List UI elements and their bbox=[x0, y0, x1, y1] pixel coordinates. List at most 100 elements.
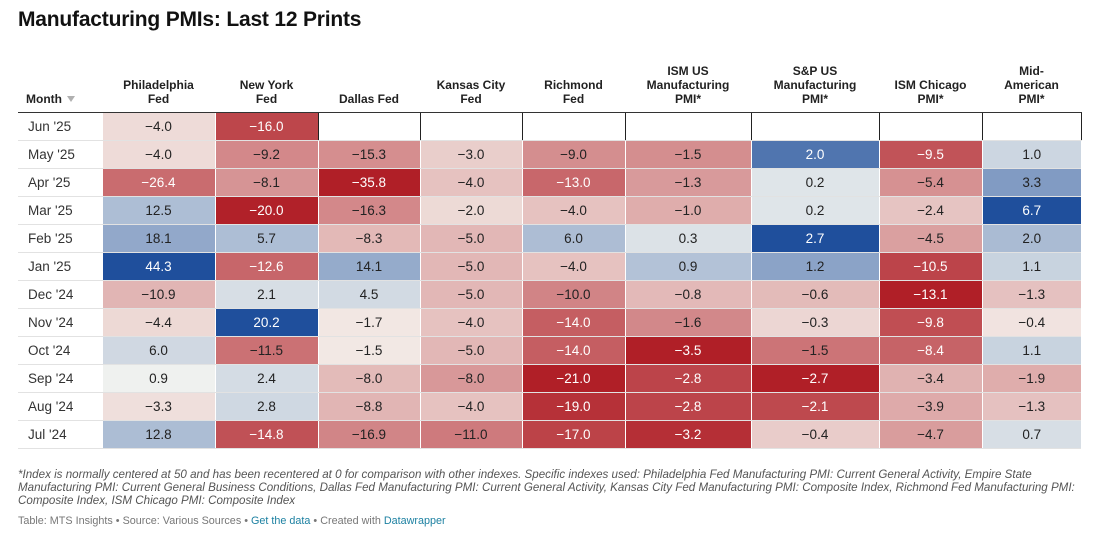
column-header: ISM Chicago PMI* bbox=[879, 60, 982, 113]
column-header: S&P US Manufacturing PMI* bbox=[751, 60, 879, 113]
value-cell: −13.0 bbox=[521, 168, 625, 197]
value-cell: −15.3 bbox=[317, 140, 420, 169]
value-cell: −3.4 bbox=[878, 364, 982, 393]
value-cell: −4.0 bbox=[101, 140, 215, 169]
table-row: Jul '24 12.8 −14.8 −16.9 −11.0 −17.0 −3.2 −0.4−… bbox=[18, 420, 1081, 449]
value-cell: −1.3 bbox=[981, 280, 1081, 309]
sort-down-icon[interactable] bbox=[66, 96, 75, 103]
credits-created: • Created with bbox=[310, 515, 384, 527]
column-header: Richmond Fed bbox=[522, 60, 625, 113]
value-cell: −8.0 bbox=[419, 364, 522, 393]
value-cell: 5.7 bbox=[214, 224, 318, 253]
empty-cell bbox=[419, 112, 523, 141]
header-label: S&P US bbox=[792, 63, 838, 78]
value-cell: 12.8 bbox=[101, 420, 215, 449]
credits-source: Table: MTS Insights • Source: Various So… bbox=[18, 515, 251, 527]
value-cell: −4.0 bbox=[521, 252, 625, 281]
value-cell: −2.8 bbox=[624, 364, 751, 393]
table-row: Mar '25 12.5 −20.0 −16.3 −2.0 −4.0 −1.0 0.2 −2.4… bbox=[18, 196, 1081, 225]
month-cell: Jul '24 bbox=[18, 420, 102, 449]
month-cell: Aug '24 bbox=[18, 392, 102, 421]
header-label: PMI* bbox=[801, 91, 828, 106]
value-cell: −5.0 bbox=[419, 336, 522, 365]
value-cell: −10.0 bbox=[521, 280, 625, 309]
value-cell: −2.0 bbox=[419, 196, 522, 225]
value-cell: −2.1 bbox=[750, 392, 879, 421]
value-cell: 2.0 bbox=[981, 224, 1081, 253]
value-cell: −2.4 bbox=[878, 196, 982, 225]
datawrapper-link[interactable]: Datawrapper bbox=[383, 515, 446, 527]
month-cell: Sep '24 bbox=[18, 364, 102, 393]
value-cell: −3.0 bbox=[419, 140, 522, 169]
value-cell: −1.6 bbox=[624, 308, 751, 337]
header-label: Fed bbox=[562, 91, 585, 106]
empty-cell bbox=[878, 112, 983, 141]
header-label: Philadelphia bbox=[123, 77, 194, 92]
value-cell: −9.2 bbox=[214, 140, 318, 169]
value-cell: −12.6 bbox=[214, 252, 318, 281]
get-data-link[interactable]: Get the data bbox=[251, 515, 311, 527]
value-cell: 0.3 bbox=[624, 224, 751, 253]
column-header: Kansas City Fed bbox=[420, 60, 522, 113]
value-cell: −21.0 bbox=[521, 364, 625, 393]
value-cell: −35.8 bbox=[317, 168, 420, 197]
value-cell: 3.3 bbox=[981, 168, 1081, 197]
value-cell: 2.1 bbox=[214, 280, 318, 309]
value-cell: −26.4 bbox=[101, 168, 215, 197]
value-cell: −3.2 bbox=[624, 420, 751, 449]
value-cell: 6.7 bbox=[981, 196, 1081, 225]
month-cell: Apr '25 bbox=[18, 168, 102, 197]
value-cell: 2.8 bbox=[214, 392, 318, 421]
chart-title: Manufacturing PMIs: Last 12 Prints bbox=[18, 8, 362, 31]
value-cell: −1.3 bbox=[624, 168, 751, 197]
value-cell: −2.8 bbox=[624, 392, 751, 421]
empty-cell bbox=[317, 112, 421, 141]
value-cell: 1.2 bbox=[750, 252, 879, 281]
value-cell: 6.0 bbox=[101, 336, 215, 365]
value-cell: −2.7 bbox=[750, 364, 879, 393]
header-label: Kansas City bbox=[436, 77, 506, 92]
column-header: Mid- American PMI* bbox=[982, 60, 1081, 113]
value-cell: 0.2 bbox=[750, 168, 879, 197]
value-cell: −10.5 bbox=[878, 252, 982, 281]
table-row: Apr '25 −26.4 −8.1 −35.8 −4.0 −13.0 −1.3 0.2 −5.… bbox=[18, 168, 1081, 197]
value-cell: −0.4 bbox=[981, 308, 1081, 337]
header-label: PMI* bbox=[1018, 91, 1045, 106]
table-row: Feb '25 18.1 5.7 −8.3 −5.0 6.0 0.3 2.7 −4.5 2.0 bbox=[18, 224, 1081, 253]
header-label: Richmond bbox=[544, 77, 603, 92]
value-cell: −19.0 bbox=[521, 392, 625, 421]
value-cell: −5.0 bbox=[419, 252, 522, 281]
value-cell: 20.2 bbox=[214, 308, 318, 337]
header-label: Manufacturing bbox=[646, 77, 730, 92]
month-cell: Dec '24 bbox=[18, 280, 102, 309]
value-cell: 14.1 bbox=[317, 252, 420, 281]
value-cell: −17.0 bbox=[521, 420, 625, 449]
value-cell: −3.9 bbox=[878, 392, 982, 421]
value-cell: −9.5 bbox=[878, 140, 982, 169]
table-row: Oct '24 6.0 −11.5 −1.5 −5.0 −14.0 −3.5 −1.5 −8.4… bbox=[18, 336, 1081, 365]
value-cell: 1.0 bbox=[981, 140, 1081, 169]
value-cell: −5.0 bbox=[419, 280, 522, 309]
value-cell: 1.1 bbox=[981, 252, 1081, 281]
column-header: ISM US Manufacturing PMI* bbox=[625, 60, 751, 113]
credits: Table: MTS Insights • Source: Various So… bbox=[18, 515, 446, 527]
value-cell: −0.8 bbox=[624, 280, 751, 309]
month-column-header[interactable]: Month bbox=[18, 60, 102, 113]
header-label: Manufacturing bbox=[773, 77, 857, 92]
table-row: Dec '24 −10.9 2.1 4.5 −5.0 −10.0 −0.8 −0.6 −13.1… bbox=[18, 280, 1081, 309]
value-cell: −4.0 bbox=[419, 168, 522, 197]
header-label: Dallas Fed bbox=[338, 91, 400, 106]
value-cell: −11.5 bbox=[214, 336, 318, 365]
value-cell: −5.0 bbox=[419, 224, 522, 253]
value-cell: −8.8 bbox=[317, 392, 420, 421]
value-cell: −14.0 bbox=[521, 308, 625, 337]
month-cell: May '25 bbox=[18, 140, 102, 169]
value-cell: 18.1 bbox=[101, 224, 215, 253]
table-row: Sep '24 0.9 2.4 −8.0 −8.0 −21.0 −2.8 −2.7 −3.4 −1… bbox=[18, 364, 1081, 393]
value-cell: 0.7 bbox=[981, 420, 1081, 449]
value-cell: −5.4 bbox=[878, 168, 982, 197]
header-label: ISM Chicago bbox=[894, 77, 967, 92]
table-row: May '25 −4.0 −9.2 −15.3 −3.0 −9.0 −1.5 2.0 −9.5 1… bbox=[18, 140, 1081, 169]
month-cell: Jan '25 bbox=[18, 252, 102, 281]
value-cell: −8.3 bbox=[317, 224, 420, 253]
